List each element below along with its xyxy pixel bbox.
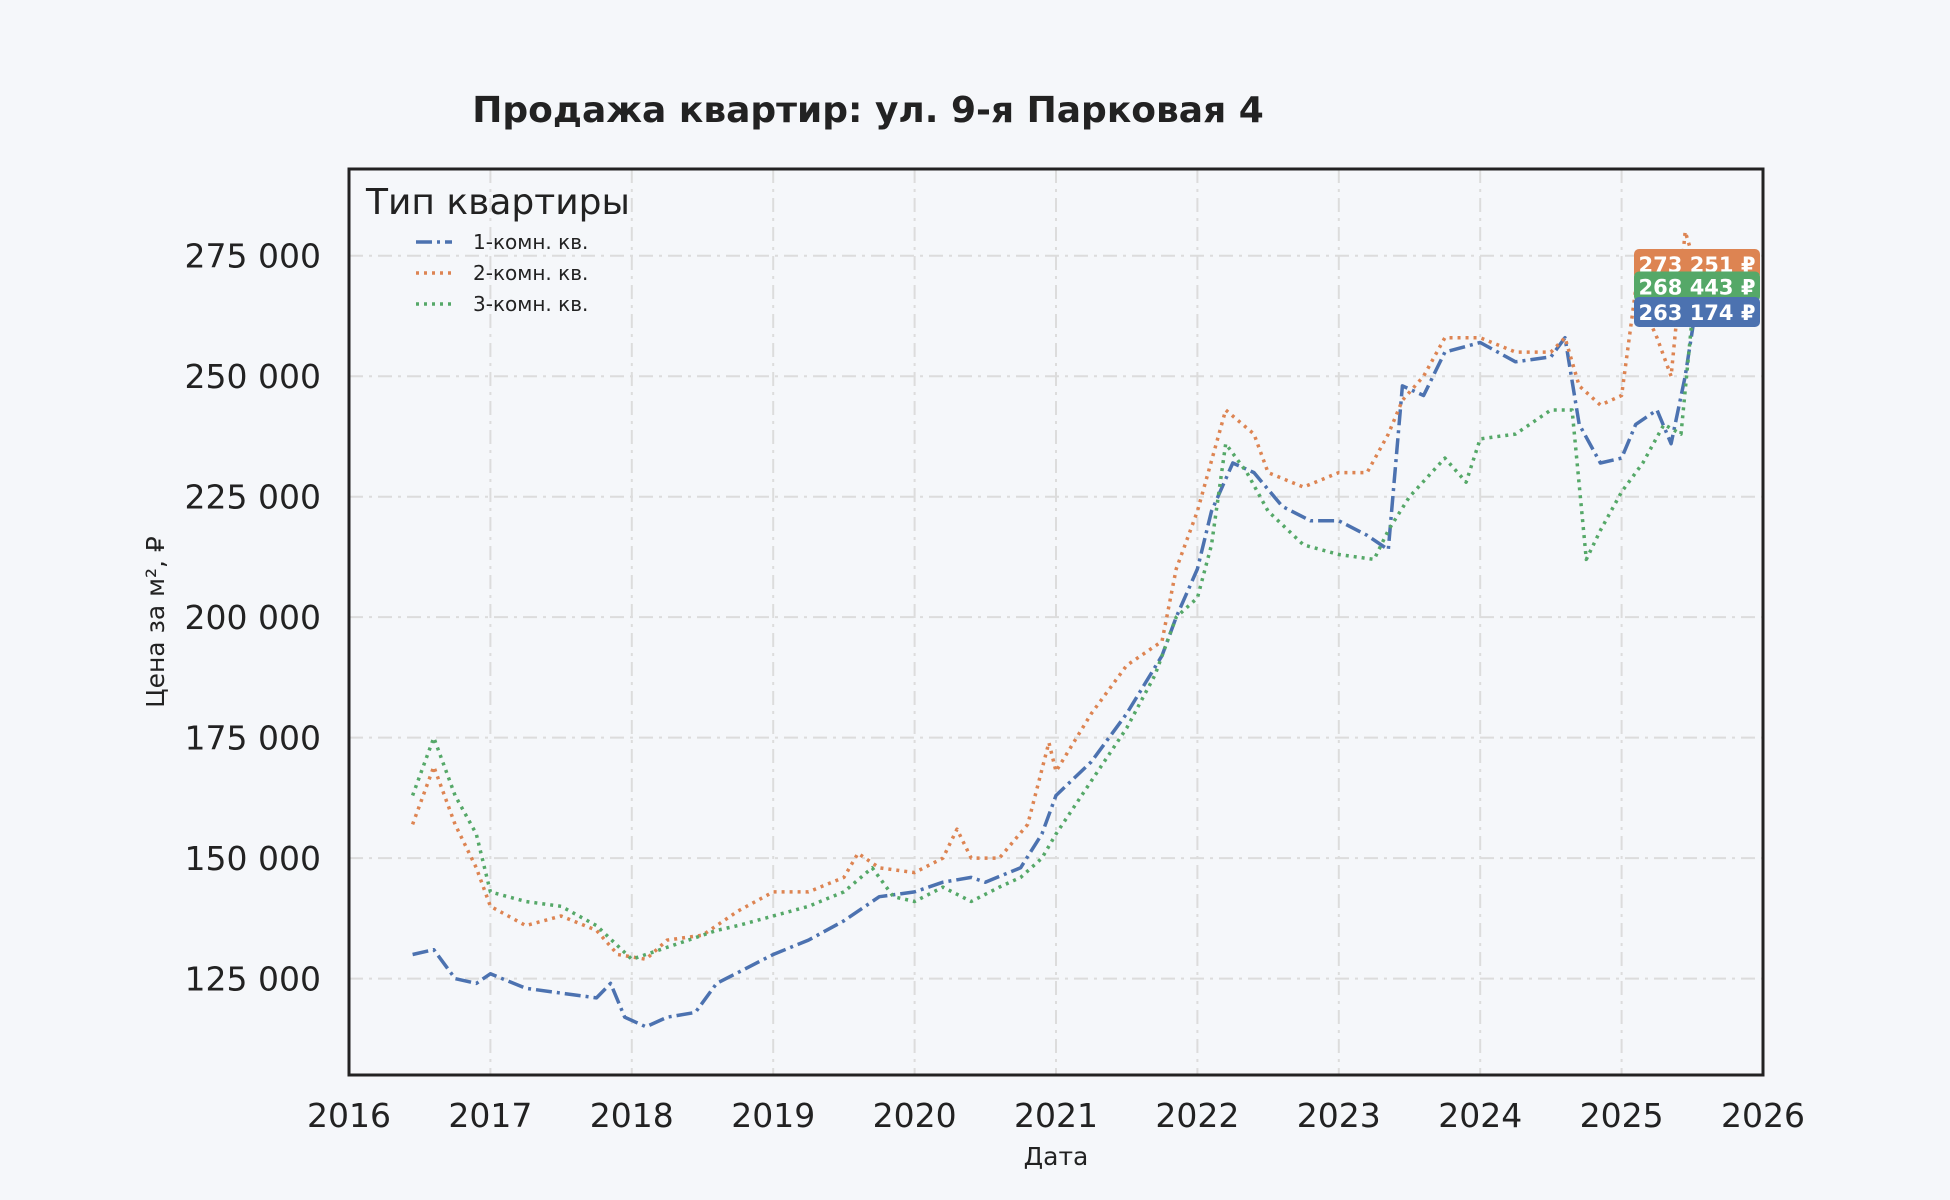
y-tick-label: 150 000	[185, 839, 321, 878]
x-tick-labels: 2016 2017 2018 2019 2020 2021 2022 2023 2024 2025…	[307, 1096, 1805, 1135]
grid	[349, 169, 1763, 1075]
legend-title: Тип квартиры	[365, 182, 630, 223]
value-badge-label: 263 174 ₽	[1639, 301, 1756, 325]
x-tick-label: 2017	[448, 1096, 532, 1135]
series-line-1	[412, 312, 1697, 1029]
legend-label: 2-комн. кв.	[473, 261, 588, 285]
series-line-3	[410, 287, 1697, 962]
series-line-2	[410, 229, 1697, 962]
x-tick-label: 2022	[1155, 1096, 1239, 1135]
x-tick-label: 2018	[590, 1096, 674, 1135]
last-value-badges: 273 251 ₽268 443 ₽263 174 ₽	[1634, 249, 1760, 327]
y-tick-label: 200 000	[185, 598, 321, 637]
x-tick-label: 2016	[307, 1096, 391, 1135]
y-tick-label: 275 000	[185, 237, 321, 276]
x-tick-label: 2026	[1721, 1096, 1805, 1135]
y-tick-label: 225 000	[185, 478, 321, 517]
y-tick-label: 175 000	[185, 719, 321, 758]
x-axis-label: Дата	[1024, 1142, 1089, 1171]
x-tick-label: 2025	[1580, 1096, 1664, 1135]
x-tick-label: 2023	[1297, 1096, 1381, 1135]
y-tick-label: 250 000	[185, 357, 321, 396]
legend-label: 3-комн. кв.	[473, 292, 588, 316]
value-badge	[1634, 271, 1760, 302]
legend-label: 1-комн. кв.	[473, 230, 588, 254]
series-layer	[410, 229, 1697, 1029]
x-tick-label: 2020	[873, 1096, 957, 1135]
x-tick-label: 2021	[1014, 1096, 1098, 1135]
x-tick-label: 2024	[1438, 1096, 1522, 1135]
chart-title: Продажа квартир: ул. 9-я Парковая 4	[472, 90, 1264, 131]
y-tick-label: 125 000	[185, 960, 321, 999]
value-badge-label: 268 443 ₽	[1639, 276, 1756, 300]
y-tick-labels: 125 000 150 000 175 000 200 000 225 000 250 0…	[185, 237, 321, 999]
legend: Тип квартиры 1-комн. кв. 2-комн. кв. 3-ком…	[365, 182, 630, 316]
y-axis-label: Цена за м², ₽	[141, 536, 170, 708]
x-tick-label: 2019	[731, 1096, 815, 1135]
plot-frame	[347, 167, 1765, 1077]
value-badge	[1634, 297, 1760, 327]
